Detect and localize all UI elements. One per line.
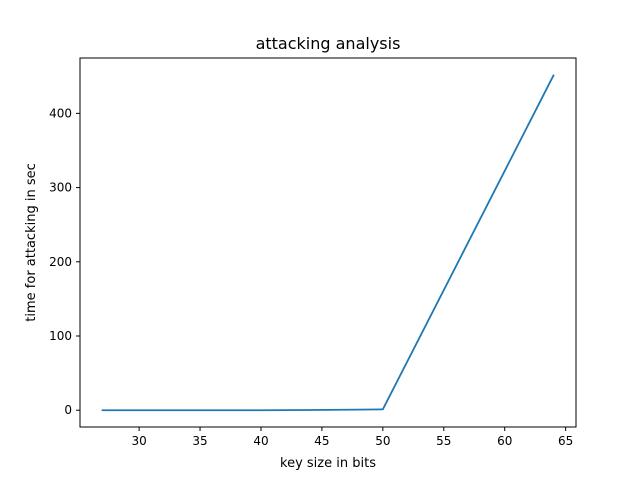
y-tick-label: 400 <box>49 106 72 120</box>
x-axis-ticks: 30 35 40 45 50 55 60 65 <box>131 427 573 448</box>
x-tick-label: 55 <box>436 434 451 448</box>
series-layer <box>101 74 555 412</box>
x-tick-label: 45 <box>314 434 329 448</box>
y-tick-label: 0 <box>64 403 72 417</box>
y-axis-label: time for attacking in sec <box>24 163 39 321</box>
y-tick-label: 100 <box>49 329 72 343</box>
y-axis-ticks: 0 100 200 300 400 <box>49 106 80 417</box>
x-tick-label: 30 <box>131 434 146 448</box>
plot-frame <box>79 57 577 428</box>
y-tick-label: 300 <box>49 181 72 195</box>
x-tick-label: 50 <box>375 434 390 448</box>
x-tick-label: 65 <box>558 434 573 448</box>
x-tick-label: 35 <box>192 434 207 448</box>
x-axis-label: key size in bits <box>280 456 376 471</box>
y-tick-label: 200 <box>49 255 72 269</box>
series-line <box>101 74 555 412</box>
plot-area: 30 35 40 45 50 55 60 65 0 100 200 300 400 <box>49 57 577 448</box>
chart-title: attacking analysis <box>256 34 401 53</box>
x-tick-label: 60 <box>497 434 512 448</box>
x-tick-label: 40 <box>253 434 268 448</box>
